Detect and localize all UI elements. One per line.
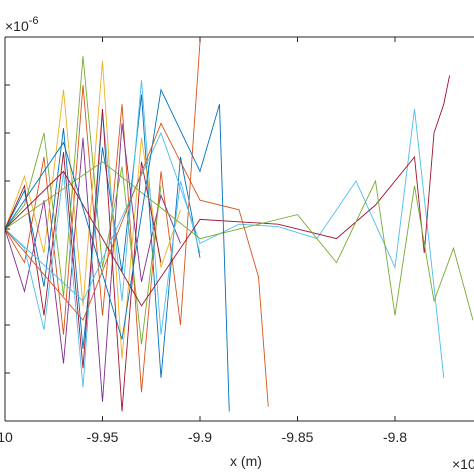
data-line bbox=[5, 123, 181, 402]
data-line bbox=[5, 60, 181, 359]
data-line bbox=[5, 108, 162, 412]
y-multiplier-base: ×10 bbox=[5, 18, 29, 34]
data-line bbox=[5, 88, 230, 412]
x-multiplier: ×10 bbox=[452, 456, 474, 472]
data-line bbox=[5, 56, 162, 345]
x-axis-label: x (m) bbox=[230, 453, 262, 469]
data-line bbox=[5, 94, 201, 378]
data-line bbox=[5, 41, 201, 393]
y-multiplier: ×10-6 bbox=[5, 15, 39, 34]
x-tick-label: -9.8 bbox=[383, 429, 407, 445]
x-tick-label: 10 bbox=[0, 429, 13, 445]
data-line bbox=[5, 80, 201, 388]
data-line bbox=[5, 122, 269, 407]
y-multiplier-exponent: -6 bbox=[29, 15, 39, 27]
plot-lines bbox=[5, 41, 474, 412]
data-line bbox=[5, 161, 474, 321]
x-tick-label: -9.85 bbox=[282, 429, 314, 445]
x-tick-label: -9.95 bbox=[87, 429, 119, 445]
data-line bbox=[5, 108, 445, 378]
x-tick-label: -9.9 bbox=[188, 429, 212, 445]
